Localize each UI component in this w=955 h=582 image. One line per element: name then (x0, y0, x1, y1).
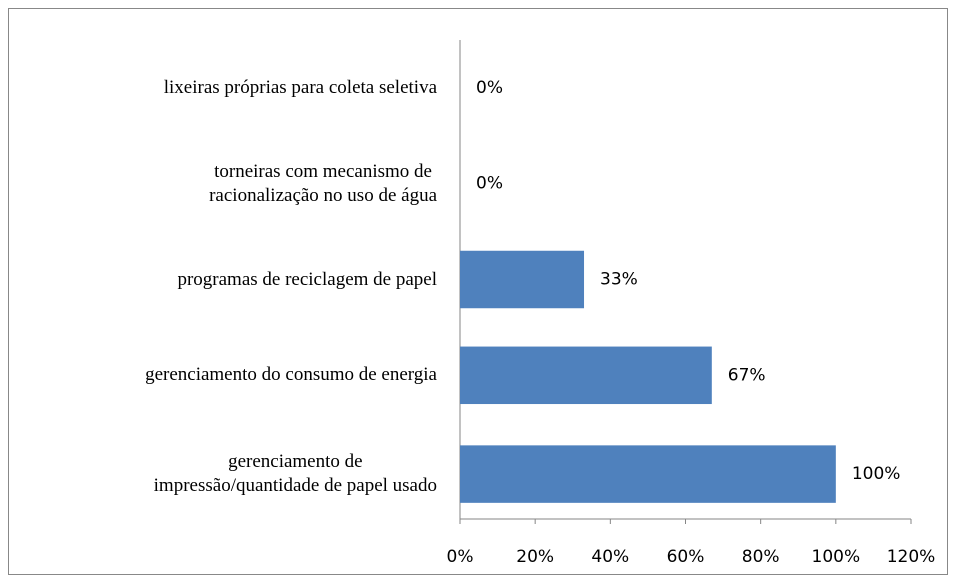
x-tick-label: 0% (447, 547, 474, 567)
x-tick-label: 80% (742, 547, 780, 567)
category-label: lixeiras próprias para coleta seletiva (163, 76, 437, 98)
x-tick-label: 40% (591, 547, 629, 567)
x-tick-label: 120% (887, 547, 936, 567)
value-label: 33% (600, 270, 638, 290)
bar (460, 445, 836, 503)
value-label: 0% (476, 78, 503, 98)
bar (460, 250, 585, 309)
category-label: torneiras com mecanismo de racionalizaçã… (209, 160, 437, 206)
category-label: programas de reciclagem de papel (177, 268, 437, 290)
chart-border (8, 8, 948, 575)
category-label: gerenciamento de impressão/quantidade de… (153, 451, 437, 497)
bar (460, 346, 712, 405)
x-tick-label: 60% (667, 547, 705, 567)
category-label: gerenciamento do consumo de energia (145, 364, 437, 386)
value-label: 100% (852, 464, 901, 484)
value-label: 0% (476, 174, 503, 194)
value-label: 67% (728, 365, 766, 385)
x-tick-label: 20% (516, 547, 554, 567)
x-tick-label: 100% (812, 547, 861, 567)
